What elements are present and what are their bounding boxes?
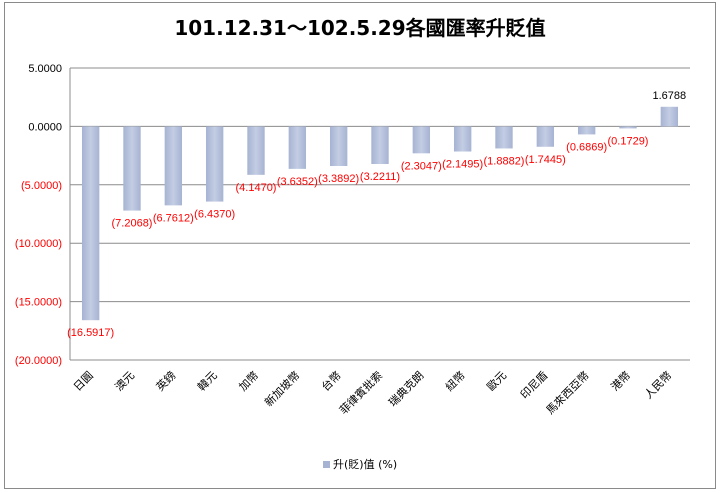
y-tick-label: (5.0000)	[21, 180, 62, 192]
x-tick-label: 新加坡幣	[261, 368, 302, 409]
bar-2	[123, 126, 141, 211]
legend: 升(貶)值 (%)	[323, 458, 397, 471]
bar-14	[619, 126, 637, 129]
x-tick-label: 韓元	[195, 369, 220, 394]
x-tick-label: 馬來西亞幣	[544, 369, 592, 417]
y-tick-label: 0.0000	[28, 121, 62, 133]
x-tick-label: 加幣	[236, 369, 261, 394]
x-tick-label: 日圓	[71, 369, 96, 394]
bars	[81, 106, 679, 321]
y-axis: 5.0000 0.0000 (5.0000) (10.0000) (15.0000) (2…	[15, 63, 71, 367]
x-tick-label: 人民幣	[642, 369, 675, 402]
data-label: (0.6869)	[566, 141, 607, 153]
data-label: (7.2068)	[112, 218, 153, 230]
x-tick-label: 歐元	[484, 368, 509, 393]
legend-label: 升(貶)值 (%)	[333, 458, 397, 471]
data-label: (16.5917)	[67, 327, 114, 339]
x-tick-label: 瑞典克朗	[385, 368, 426, 409]
data-labels: (16.5917) (7.2068) (6.7612) (6.4370) (4.1470…	[67, 90, 686, 339]
data-label: (1.8882)	[484, 155, 525, 167]
x-tick-label: 台幣	[318, 368, 343, 393]
data-label: (0.1729)	[608, 135, 649, 147]
data-label: (2.1495)	[442, 159, 483, 171]
data-label: (1.7445)	[525, 154, 566, 166]
data-label: (3.6352)	[277, 176, 318, 188]
x-tick-label: 澳元	[112, 369, 137, 394]
bar-13	[577, 126, 596, 135]
x-tick-label: 菲律賓批索	[336, 368, 385, 417]
bar-8	[371, 126, 389, 165]
y-tick-label: 5.0000	[28, 63, 62, 75]
data-label: (6.4370)	[194, 209, 235, 221]
x-tick-label: 紐幣	[443, 369, 468, 394]
data-label: (4.1470)	[236, 182, 277, 194]
data-label: (3.3892)	[318, 173, 359, 185]
data-label: 1.6788	[653, 90, 687, 102]
y-tick-label: (15.0000)	[15, 297, 62, 309]
x-tick-label: 印尼盾	[518, 369, 551, 402]
bar-1	[81, 126, 100, 321]
bar-10	[453, 126, 472, 152]
bar-6	[288, 126, 307, 169]
x-tick-label: 港幣	[608, 369, 633, 394]
bar-3	[164, 126, 183, 206]
bar-12	[536, 126, 555, 147]
bar-5	[247, 126, 265, 175]
y-tick-label: (20.0000)	[15, 355, 62, 367]
bar-9	[412, 126, 431, 154]
legend-swatch	[323, 461, 330, 468]
bar-4	[205, 126, 224, 202]
x-tick-label: 英鎊	[153, 368, 178, 393]
data-label: (2.3047)	[401, 160, 442, 172]
y-tick-label: (10.0000)	[15, 238, 62, 250]
bar-11	[495, 126, 513, 149]
bar-15	[660, 106, 679, 127]
x-axis: 日圓 澳元 英鎊 韓元 加幣 新加坡幣 台幣菲律賓批索 瑞典克朗 紐幣 歐元 印尼盾馬來西亞幣 港幣人…	[71, 368, 674, 417]
data-label: (6.7612)	[153, 212, 194, 224]
chart-frame	[4, 2, 716, 489]
chart-title: 101.12.31～102.5.29各國匯率升貶值	[174, 16, 545, 40]
bar-7	[329, 126, 348, 166]
data-label: (3.2211)	[360, 171, 400, 183]
